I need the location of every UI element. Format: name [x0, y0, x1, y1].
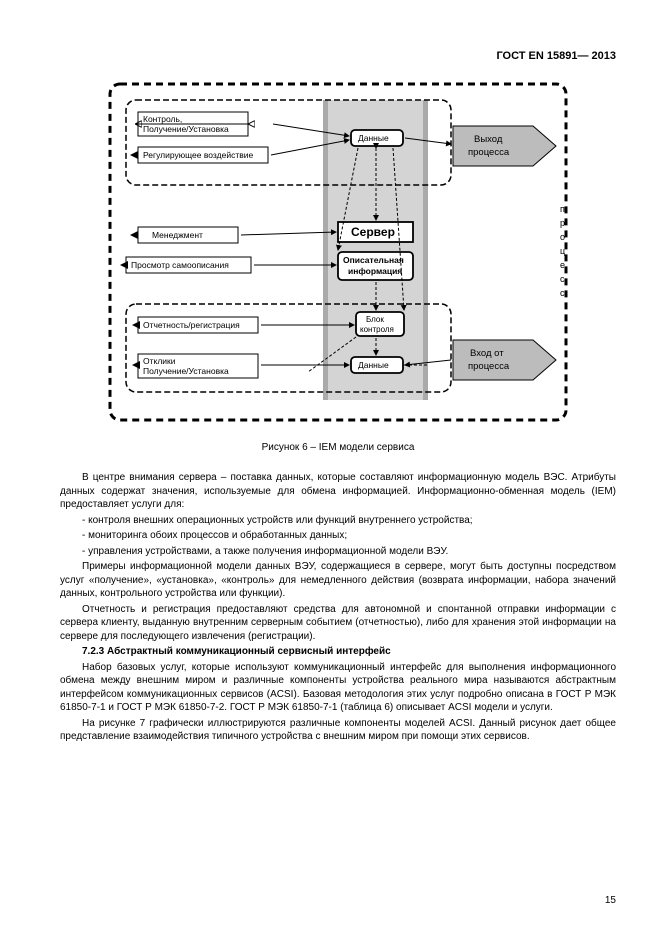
v-3: о — [560, 232, 565, 242]
server-data-bottom: Данные — [358, 360, 389, 370]
v-2: р — [560, 218, 565, 228]
section-7-2-3: 7.2.3 Абстрактный коммуникационный серви… — [60, 645, 616, 659]
label-regulating: Регулирующее воздействие — [143, 150, 253, 160]
diagram: Контроль, Получение/Установка Регулирующ… — [60, 82, 616, 422]
label-get-set-2: Получение/Установка — [143, 366, 229, 376]
page: ГОСТ EN 15891— 2013 Контроль, Получение/… — [0, 0, 661, 936]
iem-diagram-svg: Контроль, Получение/Установка Регулирующ… — [108, 82, 568, 422]
figure-caption: Рисунок 6 – IEM модели сервиса — [60, 442, 616, 453]
v-5: е — [560, 260, 565, 270]
body-text: В центре внимания сервера – поставка дан… — [60, 471, 616, 744]
out-bot-1: Вход от — [470, 348, 504, 359]
document-header: ГОСТ EN 15891— 2013 — [60, 50, 616, 62]
label-control: Контроль, — [143, 114, 182, 124]
para-1: В центре внимания сервера – поставка дан… — [60, 471, 616, 512]
v-4: ц — [560, 246, 565, 256]
v-1: п — [560, 204, 565, 214]
out-bot-2: процесса — [468, 361, 510, 372]
bullet-2: - мониторинга обоих процессов и обработа… — [60, 529, 616, 543]
out-top-1: Выход — [474, 134, 503, 145]
page-number: 15 — [605, 895, 616, 906]
para-3: Отчетность и регистрация предоставляют с… — [60, 603, 616, 644]
server-ctrl-1: Блок — [366, 315, 384, 324]
out-top-2: процесса — [468, 147, 510, 158]
label-management: Менеджмент — [152, 230, 203, 240]
server-ctrl-2: контроля — [360, 325, 394, 334]
bullet-1: - контроля внешних операционных устройст… — [60, 514, 616, 528]
para-2: Примеры информационной модели данных ВЭУ… — [60, 560, 616, 601]
label-report-reg: Отчетность/регистрация — [143, 320, 240, 330]
bullet-3: - управления устройствами, а также получ… — [60, 545, 616, 559]
label-self-desc: Просмотр самоописания — [131, 260, 229, 270]
server-desc-1: Описательная — [343, 255, 404, 265]
server-desc-2: информация — [348, 266, 402, 276]
para-4: Набор базовых услуг, которые используют … — [60, 661, 616, 715]
output-arrow-top — [453, 126, 556, 166]
server-title: Сервер — [351, 225, 395, 239]
v-6: с — [560, 274, 565, 284]
output-arrow-bottom — [453, 340, 556, 380]
v-7: с — [560, 288, 565, 298]
server-data-top: Данные — [358, 133, 389, 143]
label-responses: Отклики — [143, 356, 176, 366]
label-get-set: Получение/Установка — [143, 124, 229, 134]
para-5: На рисунке 7 графически иллюстрируются р… — [60, 717, 616, 744]
